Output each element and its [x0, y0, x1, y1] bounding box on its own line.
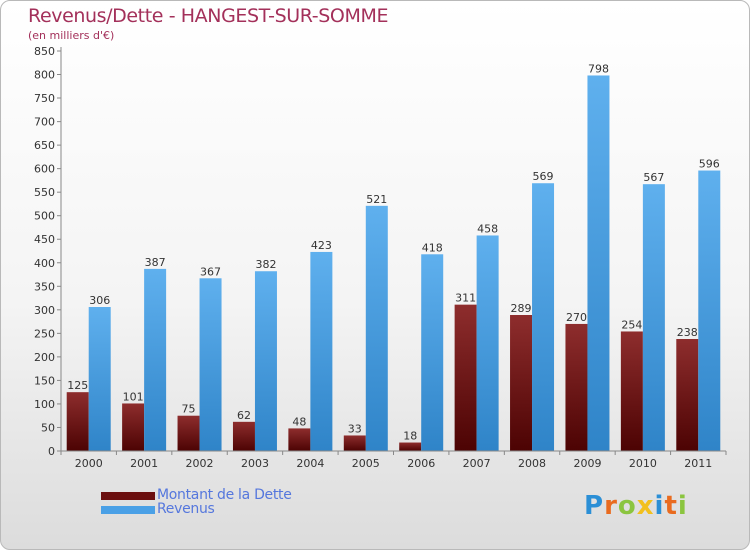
data-label-revenus: 382 [255, 258, 276, 271]
y-tick-label: 850 [34, 45, 55, 58]
y-tick-label: 250 [34, 327, 55, 340]
bar-dette [565, 323, 588, 451]
bar-revenus [476, 235, 499, 451]
x-tick-label: 2010 [629, 457, 657, 470]
bar-dette [232, 421, 255, 451]
logo-letter: i [677, 491, 688, 521]
data-label-dette: 62 [237, 409, 251, 422]
x-tick-label: 2000 [75, 457, 103, 470]
data-label-revenus: 569 [533, 170, 554, 183]
bar-dette [66, 392, 89, 451]
x-tick-label: 2001 [130, 457, 158, 470]
bar-dette [122, 403, 145, 451]
legend-label-revenus: Revenus [157, 501, 215, 517]
bar-revenus [310, 251, 333, 451]
data-label-dette: 18 [403, 430, 417, 443]
y-tick-label: 450 [34, 233, 55, 246]
x-tick-label: 2008 [518, 457, 546, 470]
bars: 125 101 75 62 48 33 18 311 289 270 254 238 306 387 367… [66, 62, 721, 452]
bar-revenus [144, 268, 167, 451]
chart-subtitle: (en milliers d'€) [28, 29, 115, 42]
data-label-dette: 125 [67, 379, 88, 392]
bar-revenus [199, 278, 222, 451]
y-tick-label: 0 [48, 445, 55, 458]
bar-revenus [532, 183, 555, 451]
x-tick-label: 2005 [352, 457, 380, 470]
bar-revenus [642, 184, 665, 452]
x-tick-label: 2002 [186, 457, 214, 470]
bar-revenus [88, 307, 111, 451]
data-label-dette: 270 [566, 311, 587, 324]
bar-revenus [587, 75, 610, 452]
bar-dette [676, 339, 699, 451]
y-tick-label: 550 [34, 186, 55, 199]
bar-dette [399, 442, 422, 451]
data-label-revenus: 567 [643, 171, 664, 184]
x-tick-label: 2007 [463, 457, 491, 470]
logo-letter: P [584, 491, 605, 521]
logo-letter: t [664, 491, 678, 521]
bar-revenus [698, 170, 721, 451]
y-tick-label: 800 [34, 69, 55, 82]
data-label-revenus: 367 [200, 265, 221, 278]
bar-dette [454, 304, 477, 451]
y-tick-label: 650 [34, 139, 55, 152]
y-axis: 0 50 100 150 200 250 300 350 400 450 500 550 600 650 7… [34, 45, 62, 458]
y-tick-label: 750 [34, 92, 55, 105]
bar-dette [510, 315, 533, 451]
x-tick-label: 2004 [296, 457, 324, 470]
data-label-dette: 254 [621, 318, 642, 331]
y-tick-label: 500 [34, 210, 55, 223]
data-label-dette: 33 [348, 422, 362, 435]
x-tick-label: 2003 [241, 457, 269, 470]
y-tick-label: 200 [34, 351, 55, 364]
y-tick-label: 50 [41, 421, 55, 434]
legend-swatch-revenus [101, 506, 155, 514]
y-tick-label: 300 [34, 304, 55, 317]
data-label-dette: 311 [455, 292, 476, 305]
data-label-dette: 101 [123, 390, 144, 403]
chart-title: Revenus/Dette - HANGEST-SUR-SOMME [28, 5, 389, 27]
logo-letter: r [604, 491, 618, 521]
y-tick-label: 700 [34, 116, 55, 129]
legend-label-dette: Montant de la Dette [157, 487, 292, 503]
data-label-revenus: 596 [699, 158, 720, 171]
bar-dette [343, 435, 366, 451]
bar-dette [177, 415, 200, 451]
bar-dette [288, 428, 311, 451]
x-tick-label: 2009 [573, 457, 601, 470]
data-label-revenus: 306 [89, 294, 110, 307]
logo-letter: i [654, 491, 665, 521]
data-label-revenus: 423 [311, 239, 332, 252]
y-tick-label: 600 [34, 163, 55, 176]
y-tick-label: 400 [34, 257, 55, 270]
bar-dette [620, 331, 643, 451]
data-label-dette: 289 [511, 302, 532, 315]
bar-revenus [421, 254, 444, 451]
data-label-revenus: 798 [588, 62, 609, 75]
bar-revenus [254, 271, 277, 451]
data-label-revenus: 458 [477, 222, 498, 235]
logo-letter: o [617, 491, 637, 521]
x-tick-label: 2006 [407, 457, 435, 470]
proxiti-logo: Proxiti [584, 491, 688, 521]
logo-letter: x [636, 491, 655, 521]
x-axis: 2000 2001 2002 2003 2004 2005 2006 2007 2008 2009… [60, 450, 727, 470]
data-label-dette: 238 [677, 326, 698, 339]
data-label-dette: 48 [292, 415, 306, 428]
bar-revenus [365, 205, 388, 451]
y-tick-label: 350 [34, 280, 55, 293]
legend-swatch-dette [101, 492, 155, 500]
data-label-revenus: 521 [366, 193, 387, 206]
data-label-dette: 75 [182, 403, 196, 416]
y-tick-label: 150 [34, 374, 55, 387]
data-label-revenus: 418 [422, 241, 443, 254]
data-label-revenus: 387 [145, 256, 166, 269]
y-tick-label: 100 [34, 398, 55, 411]
x-tick-label: 2011 [684, 457, 712, 470]
